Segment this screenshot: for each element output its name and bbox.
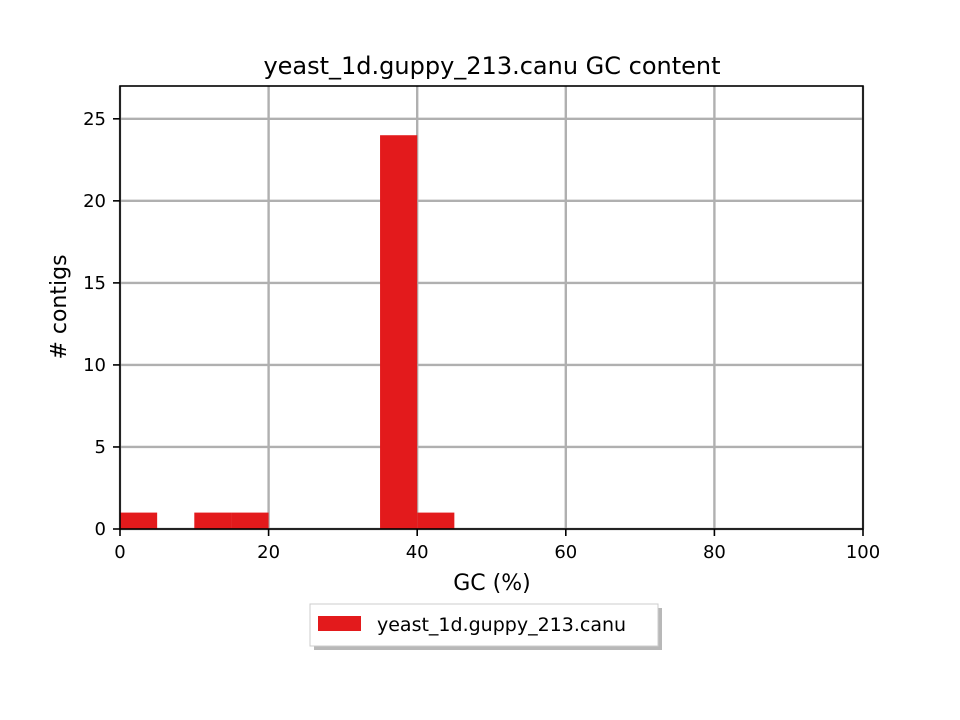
chart-title: yeast_1d.guppy_213.canu GC content <box>263 52 720 80</box>
x-tick-label: 40 <box>406 542 429 563</box>
y-tick-label: 15 <box>83 273 106 294</box>
x-tick-label: 60 <box>554 542 577 563</box>
x-axis-label: GC (%) <box>453 571 530 596</box>
x-tick-label: 0 <box>114 542 125 563</box>
legend-swatch <box>318 616 361 631</box>
legend-label: yeast_1d.guppy_213.canu <box>377 614 626 636</box>
x-tick-label: 100 <box>846 542 880 563</box>
histogram-bar <box>194 512 232 529</box>
y-axis-label: # contigs <box>47 254 72 359</box>
grid-lines <box>118 86 865 531</box>
x-tick-label: 80 <box>703 542 726 563</box>
histogram-bar <box>380 135 418 529</box>
legend: yeast_1d.guppy_213.canu <box>309 603 662 650</box>
y-tick-label: 20 <box>83 191 106 212</box>
y-tick-label: 0 <box>95 519 106 540</box>
x-tick-label: 20 <box>257 542 280 563</box>
y-tick-label: 25 <box>83 109 106 130</box>
histogram-bars <box>120 135 455 529</box>
axis-ticks: 0 20 40 60 80 100 0 5 10 15 20 25 <box>83 109 880 563</box>
plot-frame <box>119 85 864 530</box>
histogram-bar <box>120 512 158 529</box>
y-tick-label: 5 <box>95 437 106 458</box>
legend-box <box>309 603 659 647</box>
histogram-bar <box>417 512 455 529</box>
histogram-bar <box>231 512 269 529</box>
y-tick-label: 10 <box>83 355 106 376</box>
